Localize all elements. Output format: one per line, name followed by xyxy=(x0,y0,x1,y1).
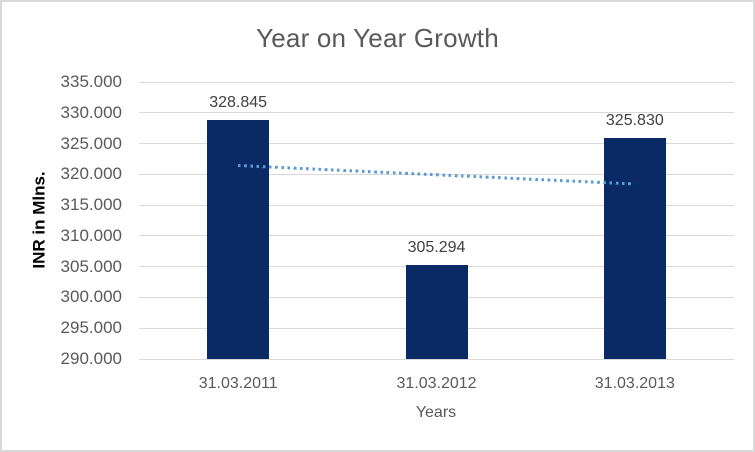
bar-data-label: 305.294 xyxy=(407,238,466,256)
bar xyxy=(207,119,270,359)
gridline xyxy=(139,112,734,114)
bar-data-label: 328.845 xyxy=(209,93,268,111)
y-tick-label: 315.000 xyxy=(60,195,122,215)
gridline xyxy=(139,358,734,360)
y-axis-title: INR in Mlns. xyxy=(29,171,49,269)
bar xyxy=(405,264,468,359)
x-tick-label: 31.03.2012 xyxy=(396,375,477,392)
y-tick-label: 295.000 xyxy=(60,318,122,338)
gridline xyxy=(139,204,734,206)
x-axis-title: Years xyxy=(415,404,457,421)
bar-data-label: 325.830 xyxy=(605,112,664,130)
x-tick-label: 31.03.2013 xyxy=(594,375,675,392)
y-tick-label: 325.000 xyxy=(60,133,122,153)
y-tick-label: 290.000 xyxy=(60,349,122,368)
gridline xyxy=(139,235,734,237)
y-tick-label: 305.000 xyxy=(60,256,122,276)
y-tick-label: 320.000 xyxy=(60,164,122,184)
y-tick-label: 310.000 xyxy=(60,225,122,245)
chart-title: Year on Year Growth xyxy=(256,23,499,53)
y-tick-label: 335.000 xyxy=(60,72,122,91)
y-tick-label: 300.000 xyxy=(60,287,122,307)
y-tick-label: 330.000 xyxy=(60,102,122,122)
bar xyxy=(603,138,666,359)
gridline xyxy=(139,81,734,83)
gridline xyxy=(139,143,734,145)
x-tick-label: 31.03.2011 xyxy=(198,375,278,392)
